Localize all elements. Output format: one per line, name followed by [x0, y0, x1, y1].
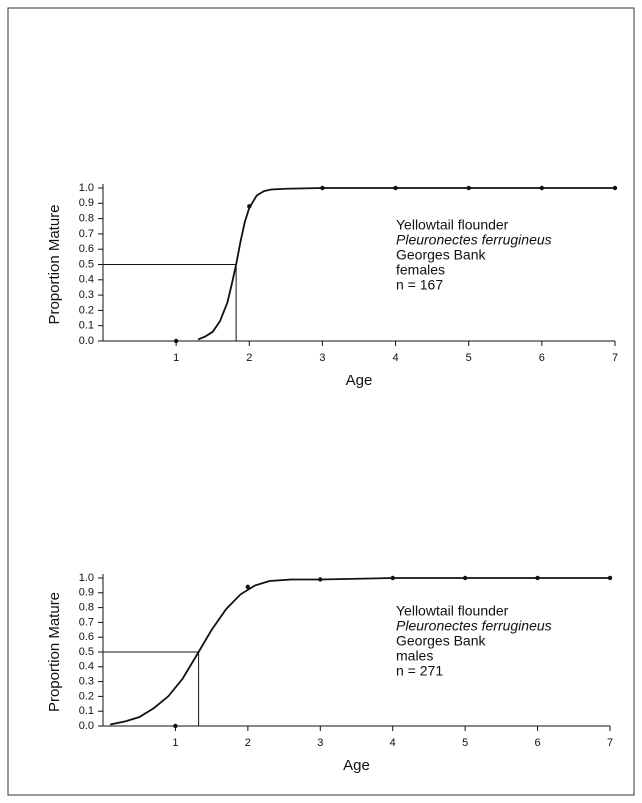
- annotation: Georges Bank: [396, 247, 486, 263]
- x-tick-label: 1: [173, 352, 179, 364]
- annotation: Yellowtail flounder: [396, 603, 509, 619]
- y-tick-label: 0.9: [79, 197, 94, 209]
- annotation: n = 167: [396, 277, 443, 293]
- y-tick-label: 0.0: [79, 720, 94, 732]
- x-tick-label: 2: [246, 352, 252, 364]
- annotation: Pleuronectes ferrugineus: [396, 618, 552, 634]
- y-tick-label: 0.5: [79, 258, 94, 270]
- y-tick-label: 0.6: [79, 243, 94, 255]
- y-tick-label: 1.0: [79, 182, 94, 194]
- x-tick-label: 3: [319, 352, 325, 364]
- annotation: n = 271: [396, 663, 443, 679]
- x-tick-label: 2: [245, 737, 251, 749]
- data-point: [393, 185, 398, 191]
- x-tick-label: 4: [393, 352, 399, 364]
- x-tick-label: 5: [466, 352, 472, 364]
- data-point: [535, 575, 540, 581]
- y-tick-label: 0.7: [79, 616, 94, 628]
- annotation: females: [396, 262, 445, 278]
- y-tick-label: 0.8: [79, 213, 94, 225]
- y-tick-label: 0.3: [79, 289, 94, 301]
- frame: [7, 7, 635, 796]
- x-tick-label: 4: [390, 737, 396, 749]
- y-tick-label: 0.8: [79, 602, 94, 614]
- annotation: Yellowtail flounder: [396, 217, 509, 233]
- annotation: males: [396, 648, 433, 664]
- y-tick-label: 0.4: [79, 274, 94, 286]
- data-point: [320, 185, 325, 191]
- y-tick-label: 0.9: [79, 587, 94, 599]
- x-axis-label: Age: [346, 372, 373, 389]
- y-tick-label: 0.1: [79, 320, 94, 332]
- data-point: [318, 577, 323, 582]
- x-tick-label: 5: [462, 737, 468, 749]
- x-tick-label: 1: [172, 737, 178, 749]
- data-point: [539, 185, 545, 191]
- x-tick-label: 3: [317, 737, 323, 749]
- data-point: [607, 575, 613, 581]
- y-tick-label: 0.7: [79, 228, 94, 240]
- annotation: Pleuronectes ferrugineus: [396, 232, 552, 248]
- y-tick-label: 0.4: [79, 661, 94, 673]
- x-tick-label: 6: [539, 352, 545, 364]
- data-point: [247, 204, 252, 209]
- y-axis-label: Proportion Mature: [46, 204, 63, 324]
- y-tick-label: 1.0: [79, 572, 94, 584]
- data-point: [462, 575, 468, 581]
- y-tick-label: 0.3: [79, 676, 94, 688]
- y-tick-label: 0.0: [79, 335, 94, 347]
- data-point: [245, 584, 251, 590]
- data-point: [390, 575, 395, 581]
- annotation: Georges Bank: [396, 633, 486, 649]
- y-tick-label: 0.2: [79, 690, 94, 702]
- y-tick-label: 0.1: [79, 705, 94, 717]
- x-axis-label: Age: [343, 757, 370, 774]
- data-point: [173, 723, 178, 729]
- y-tick-label: 0.2: [79, 304, 94, 316]
- x-tick-label: 7: [607, 737, 613, 749]
- x-tick-label: 6: [535, 737, 541, 749]
- x-tick-label: 7: [612, 352, 618, 364]
- y-axis-label: Proportion Mature: [46, 592, 63, 712]
- data-point: [612, 185, 618, 191]
- y-tick-label: 0.5: [79, 646, 94, 658]
- y-tick-label: 0.6: [79, 631, 94, 643]
- data-point: [466, 185, 471, 191]
- data-point: [173, 338, 179, 344]
- fitted-curve: [110, 577, 610, 726]
